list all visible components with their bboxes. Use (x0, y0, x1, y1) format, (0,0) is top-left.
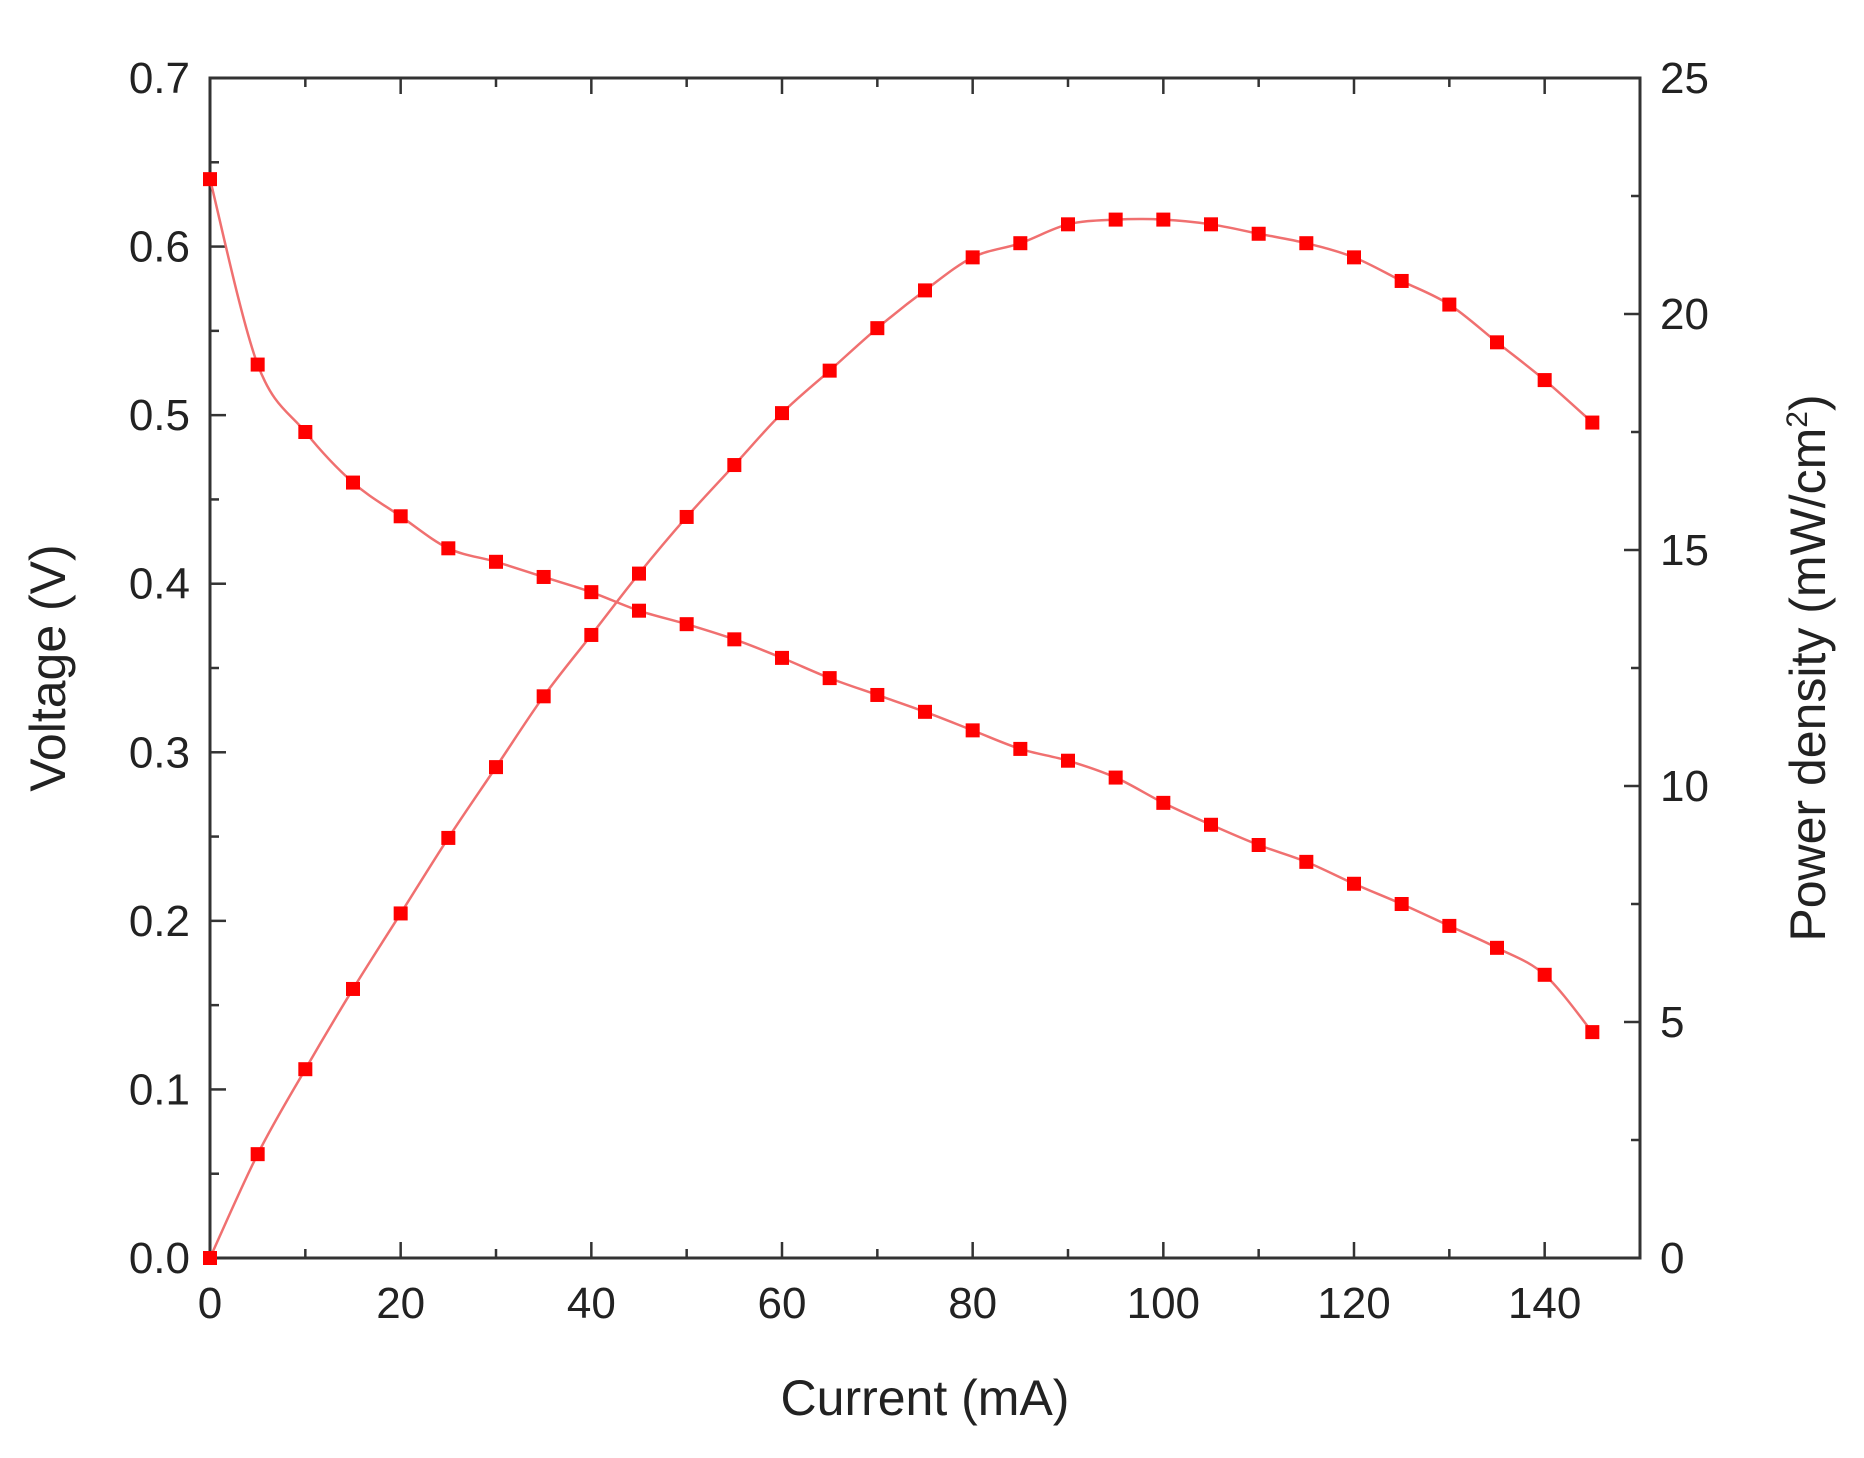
x-tick-label: 60 (758, 1279, 807, 1328)
power-density-point (1394, 273, 1409, 288)
power-density-point (536, 689, 551, 704)
power-density-point (298, 1062, 313, 1077)
power-density-point (1347, 250, 1361, 265)
power-density-point (1108, 212, 1123, 227)
voltage-point (298, 425, 313, 439)
voltage-point (1394, 897, 1409, 911)
x-tick-label: 0 (198, 1279, 222, 1328)
power-density-point (965, 250, 980, 265)
voltage-point (775, 650, 789, 665)
voltage-point (489, 554, 503, 569)
y-left-tick-label: 0.4 (129, 560, 190, 609)
y-left-tick-label: 0.1 (129, 1065, 190, 1114)
power-density-point (1537, 373, 1552, 388)
x-tick-label: 120 (1317, 1279, 1390, 1328)
x-axis-title: Current (mA) (781, 1370, 1070, 1426)
power-density-point (727, 458, 742, 473)
y-right-tick-label: 10 (1660, 762, 1709, 811)
voltage-point (632, 603, 646, 618)
voltage-point (203, 172, 217, 187)
x-tick-label: 80 (948, 1279, 997, 1328)
power-density-point (1013, 236, 1028, 251)
x-tick-label: 20 (376, 1279, 425, 1328)
voltage-point (1061, 753, 1075, 768)
voltage-point (346, 475, 360, 490)
power-density-point (870, 321, 885, 336)
y-right-tick-label: 0 (1660, 1234, 1684, 1283)
y-right-tick-label: 15 (1660, 526, 1709, 575)
power-density-point (346, 981, 360, 996)
power-density-point (1490, 335, 1504, 350)
voltage-point (1347, 876, 1361, 891)
voltage-point (536, 569, 551, 584)
voltage-point (1108, 770, 1123, 785)
voltage-point (1442, 918, 1457, 933)
voltage-point (441, 541, 456, 556)
voltage-point (1585, 1025, 1600, 1040)
y-left-tick-label: 0.3 (129, 728, 190, 777)
y-right-tick-label: 20 (1660, 290, 1709, 339)
voltage-point (393, 509, 408, 524)
voltage-point (965, 723, 980, 738)
power-density-point (632, 566, 646, 581)
y-left-tick-label: 0.2 (129, 897, 190, 946)
voltage-point (918, 704, 932, 719)
power-density-point (203, 1251, 217, 1265)
voltage-point (1490, 940, 1504, 955)
voltage-point (1204, 817, 1218, 832)
power-density-point (1442, 297, 1457, 312)
power-density-point (1156, 212, 1171, 227)
voltage-point (822, 671, 837, 686)
power-density-point (775, 406, 789, 421)
y-right-tick-label: 5 (1660, 998, 1684, 1047)
power-density-point (1251, 226, 1266, 241)
power-density-point (918, 283, 932, 298)
voltage-point (727, 632, 742, 647)
voltage-point (1299, 854, 1314, 869)
voltage-point (870, 687, 885, 702)
voltage-point (584, 585, 599, 600)
power-density-point (822, 363, 837, 378)
power-density-point (250, 1147, 265, 1162)
power-density-point (679, 509, 694, 524)
y-axis-left-title: Voltage (V) (20, 544, 76, 791)
power-density-point (1585, 415, 1600, 430)
points-layer (203, 172, 1600, 1265)
y-right-tick-label: 25 (1660, 54, 1709, 103)
plot-frame (208, 76, 1642, 1260)
power-density-point (393, 906, 408, 921)
voltage-point (679, 617, 694, 632)
x-tick-label: 100 (1127, 1279, 1200, 1328)
voltage-point (250, 357, 265, 372)
power-density-line (208, 217, 1594, 1259)
y-axis-right-title: Power density (mW/cm2) (1780, 394, 1836, 941)
power-density-point (584, 627, 599, 642)
y-left-tick-label: 0.7 (129, 54, 190, 103)
y-left-tick-label: 0.5 (129, 391, 190, 440)
voltage-point (1537, 967, 1552, 982)
lines-layer (208, 178, 1594, 1259)
voltage-point (1013, 741, 1028, 756)
y-left-tick-label: 0.6 (129, 223, 190, 272)
x-tick-label: 40 (567, 1279, 616, 1328)
power-density-point (441, 830, 456, 845)
power-density-point (1061, 217, 1075, 232)
voltage-point (1251, 838, 1266, 852)
ticks-layer: 0 20 40 60 80 100 120 1400.00.10.20.30.40.50.60… (129, 54, 1709, 1328)
x-tick-label: 140 (1508, 1279, 1581, 1328)
y-left-tick-label: 0.0 (129, 1234, 190, 1283)
power-density-point (489, 760, 503, 775)
power-density-point (1204, 217, 1218, 232)
power-density-point (1299, 236, 1314, 251)
voltage-line (208, 178, 1594, 1033)
voltage-point (1156, 795, 1171, 810)
